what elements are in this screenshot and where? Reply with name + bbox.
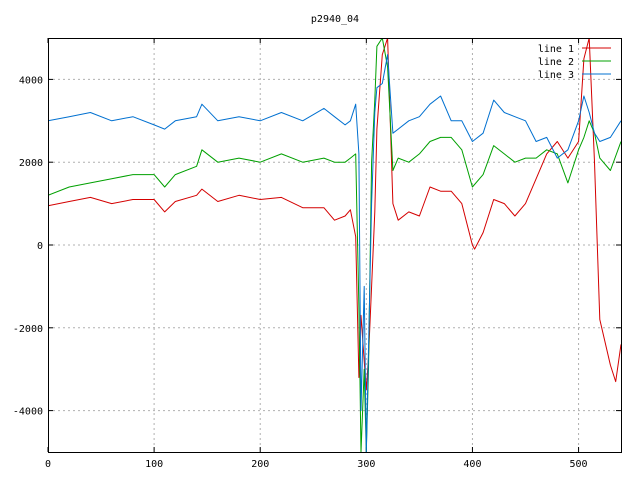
x-tick-label: 0	[45, 459, 51, 470]
y-tick-label: -4000	[13, 407, 43, 418]
x-tick-label: 200	[251, 459, 269, 470]
y-tick-label: -2000	[13, 324, 43, 335]
legend: line 1 line 2 line 3	[538, 44, 611, 81]
plot-border	[48, 38, 622, 453]
x-tick-label: 400	[463, 459, 481, 470]
x-tick-label: 500	[570, 459, 588, 470]
legend-label: line 1	[538, 44, 574, 55]
series-line-3	[48, 54, 621, 452]
x-tick-label: 300	[357, 459, 375, 470]
legend-label: line 3	[538, 70, 574, 81]
series-layer	[48, 38, 621, 452]
series-line-2	[48, 38, 621, 452]
series-line-1	[48, 38, 621, 391]
axis-ticks: 0 100 200 300 400 500 -4000 -2000 0 2000 4000	[13, 38, 621, 470]
grid-lines	[48, 38, 621, 452]
legend-label: line 2	[538, 57, 574, 68]
chart-title: p2940_04	[311, 14, 359, 25]
y-tick-label: 4000	[19, 75, 43, 86]
y-tick-label: 0	[37, 241, 43, 252]
y-tick-label: 2000	[19, 158, 43, 169]
x-tick-label: 100	[145, 459, 163, 470]
